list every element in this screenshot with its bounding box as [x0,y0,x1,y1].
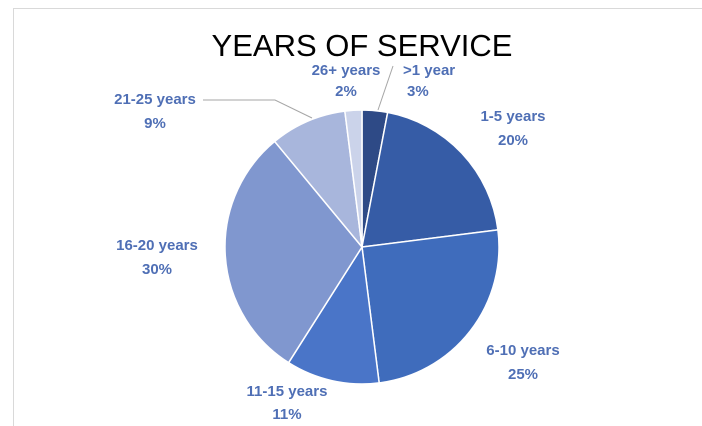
pie-slices [224,109,500,385]
slice-pct-11-15-years: 11% [272,406,301,423]
slice-label-gt1-year: >1 year [403,62,455,79]
slice-pct-21-25-years: 9% [144,115,166,132]
slice-label-21-25-years: 21-25 years [114,91,196,108]
slice-pct-16-20-years: 30% [142,261,172,278]
pie-slice-26-years [343,109,363,248]
slice-label-26-plus-years: 26+ years [312,62,381,79]
slice-pct-1-5-years: 20% [498,132,528,149]
pie-slice-16-20-years [224,140,363,364]
slice-pct-26-plus-years: 2% [335,83,357,100]
pie-slice-11-15-years [287,244,381,385]
slice-pct-6-10-years: 25% [508,366,538,383]
slice-label-6-10-years: 6-10 years [486,342,559,359]
slice-label-1-5-years: 1-5 years [480,108,545,125]
leader-line-gt1-year [377,65,394,111]
pie-slice-1-5-years [361,111,499,248]
pie-slice-6-10-years [361,228,500,384]
slice-label-16-20-years: 16-20 years [116,237,198,254]
slice-label-11-15-years: 11-15 years [247,383,328,400]
leader-line-21-25-years [203,99,313,119]
chart-title: YEARS OF SERVICE [212,28,513,63]
slice-pct-gt1-year: 3% [407,83,429,100]
